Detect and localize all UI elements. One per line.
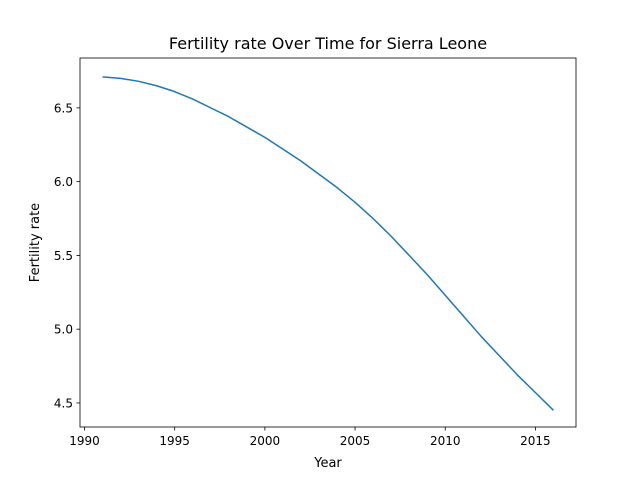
x-axis-label: Year — [313, 456, 342, 471]
y-tick-label: 6.0 — [54, 175, 73, 189]
y-tick-label: 5.0 — [54, 323, 73, 337]
x-tick-label: 2000 — [250, 434, 281, 448]
x-tick-label: 2015 — [520, 434, 551, 448]
series-line-0 — [102, 76, 554, 411]
y-tick-label: 5.5 — [54, 249, 73, 263]
x-tick-label: 2005 — [340, 434, 371, 448]
chart-title: Fertility rate Over Time for Sierra Leon… — [169, 34, 487, 53]
x-tick-label: 2010 — [430, 434, 461, 448]
x-tick-label: 1995 — [159, 434, 190, 448]
y-tick-label: 4.5 — [54, 396, 73, 410]
series-layer — [102, 76, 554, 411]
x-tick-label: 1990 — [69, 434, 100, 448]
plot-frame — [79, 57, 577, 428]
axes-layer: 1990 1995 2000 2005 2010 2015 4.5 5.0 5.5 6.0 6.5 — [54, 57, 577, 448]
plot-area — [80, 58, 576, 427]
y-tick-label: 6.5 — [54, 101, 73, 115]
y-axis-label: Fertility rate — [28, 203, 43, 282]
